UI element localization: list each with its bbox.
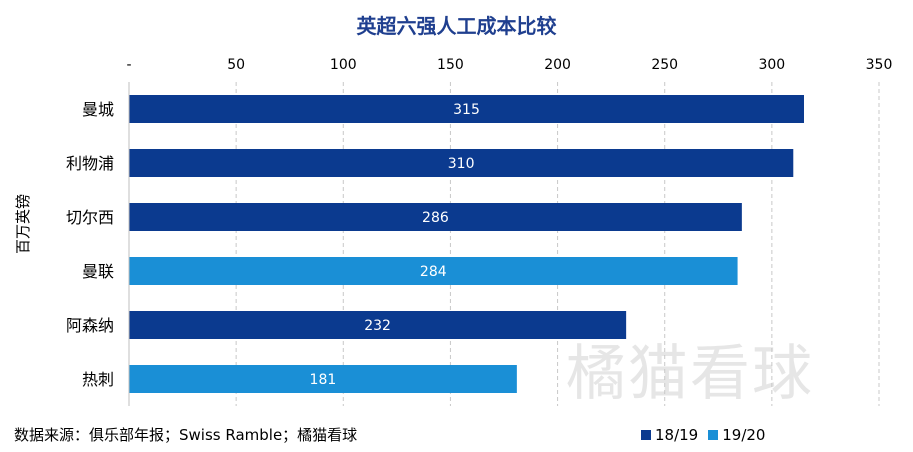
x-tick-label: 350 bbox=[866, 57, 893, 73]
legend-swatch-1920 bbox=[708, 430, 719, 440]
category-label: 利物浦 bbox=[66, 154, 114, 173]
category-label: 阿森纳 bbox=[66, 316, 114, 335]
x-tick-label: 300 bbox=[758, 57, 785, 73]
x-tick-label: - bbox=[126, 57, 131, 73]
category-label: 曼联 bbox=[82, 262, 114, 281]
bar bbox=[129, 311, 627, 339]
x-tick-label: 100 bbox=[330, 57, 357, 73]
x-tick-label: 200 bbox=[544, 57, 571, 73]
legend-item-1920: 19/20 bbox=[708, 426, 765, 444]
bar bbox=[129, 149, 794, 177]
data-label: 181 bbox=[310, 372, 337, 388]
watermark: 橘猫看球 bbox=[566, 339, 814, 409]
category-label: 切尔西 bbox=[66, 208, 114, 227]
legend-label-1920: 19/20 bbox=[722, 426, 766, 444]
bar bbox=[129, 257, 738, 285]
legend-swatch-1819 bbox=[641, 430, 651, 440]
data-label: 315 bbox=[453, 102, 480, 118]
x-tick-label: 150 bbox=[437, 57, 464, 73]
y-axis-label: 百万英镑 bbox=[14, 194, 32, 254]
bar bbox=[129, 365, 517, 393]
data-label: 286 bbox=[422, 210, 449, 226]
legend: 18/19 19/20 bbox=[641, 426, 775, 444]
legend-label-1819: 18/19 bbox=[655, 426, 699, 444]
data-label: 232 bbox=[364, 318, 391, 334]
bar bbox=[129, 95, 804, 123]
data-label: 284 bbox=[420, 264, 447, 280]
x-tick-label: 50 bbox=[227, 57, 245, 73]
category-label: 热刺 bbox=[82, 370, 114, 389]
category-label: 曼城 bbox=[82, 100, 114, 119]
legend-item-1819: 18/19 bbox=[641, 426, 698, 444]
data-label: 310 bbox=[448, 156, 475, 172]
bar bbox=[129, 203, 742, 231]
x-tick-label: 250 bbox=[651, 57, 678, 73]
source-note: 数据来源：俱乐部年报；Swiss Ramble；橘猫看球 bbox=[14, 426, 358, 444]
chart-title: 英超六强人工成本比较 bbox=[356, 14, 557, 38]
